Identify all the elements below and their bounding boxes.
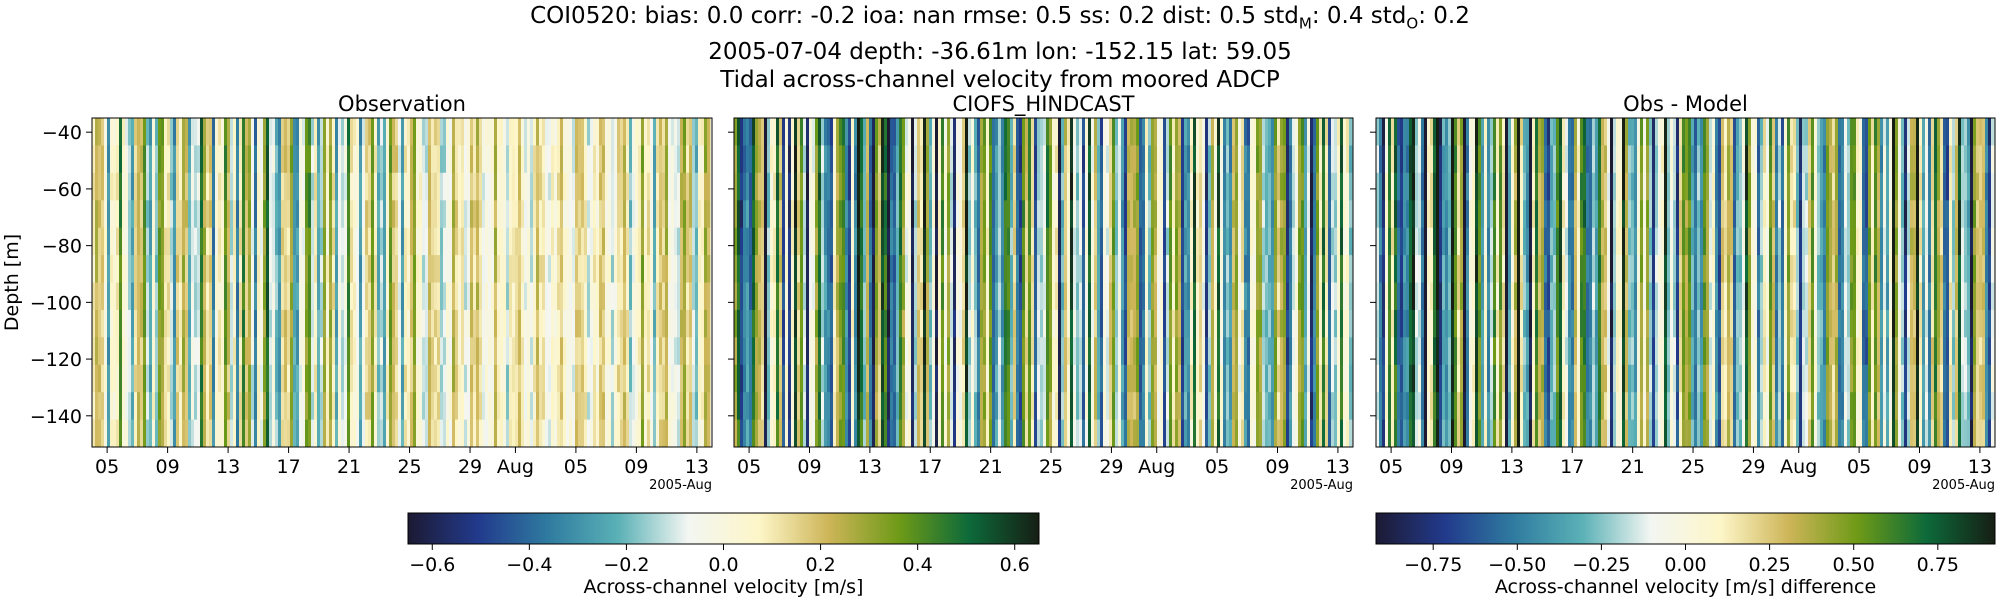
- axes-frame-1: [91, 117, 713, 448]
- colorbar-tick-label: 0.75: [1917, 554, 1959, 576]
- colorbar-1: [407, 512, 1040, 550]
- x-tick-label: 09: [1439, 456, 1463, 478]
- y-tick-label: −100: [30, 292, 82, 314]
- x-tick-label: 05: [1205, 456, 1229, 478]
- x-tick-label: 21: [1621, 456, 1645, 478]
- axes-frame-3: [1375, 117, 1996, 448]
- colorbar-tick-label: −0.50: [1488, 554, 1546, 576]
- panel-1: [86, 117, 713, 453]
- x-tick-label: 13: [1968, 456, 1992, 478]
- y-axis-label: Depth [m]: [1, 234, 23, 331]
- x-offset-label: 2005-Aug: [1932, 478, 1995, 493]
- axes-frame-2: [733, 117, 1354, 448]
- x-tick-label: Aug: [497, 456, 534, 478]
- metrics-suffix: : 0.2: [1418, 3, 1470, 29]
- x-tick-label: Aug: [1138, 456, 1175, 478]
- x-tick-label: 17: [918, 456, 942, 478]
- x-tick-label: 29: [1741, 456, 1765, 478]
- description-title: Tidal across-channel velocity from moore…: [720, 66, 1280, 93]
- panel-title-3: Obs - Model: [1623, 92, 1748, 116]
- panel-2: [728, 117, 1354, 453]
- std-obs-subscript: O: [1406, 14, 1419, 33]
- x-tick-label: Aug: [1780, 456, 1817, 478]
- y-tick-label: −40: [42, 122, 82, 144]
- colorbar-tick-label: −0.6: [409, 554, 455, 576]
- x-tick-label: 09: [156, 456, 180, 478]
- x-tick-label: 25: [397, 456, 421, 478]
- x-tick-label: 09: [1265, 456, 1289, 478]
- x-tick-label: 17: [1560, 456, 1584, 478]
- colorbar-2: [1375, 512, 1996, 550]
- y-tick-label: −60: [42, 179, 82, 201]
- heatmap-field-3: [1376, 118, 1995, 448]
- x-tick-label: 25: [1039, 456, 1063, 478]
- colorbar-tick-label: 0.50: [1833, 554, 1875, 576]
- x-tick-label: 05: [1379, 456, 1403, 478]
- x-tick-label: 29: [1099, 456, 1123, 478]
- colorbar-tick-label: 0.0: [708, 554, 738, 576]
- x-tick-label: 29: [458, 456, 482, 478]
- x-tick-label: 05: [737, 456, 761, 478]
- colorbar-tick-label: −0.25: [1572, 554, 1630, 576]
- heatmap-field-1: [92, 118, 711, 448]
- colorbar-tick-label: 0.6: [1000, 554, 1030, 576]
- x-tick-label: 05: [95, 456, 119, 478]
- colorbar-tick-label: 0.25: [1748, 554, 1790, 576]
- colorbar-tick-label: 0.4: [903, 554, 933, 576]
- colorbar-tick-label: −0.2: [603, 554, 649, 576]
- x-tick-label: 05: [1847, 456, 1871, 478]
- x-tick-label: 17: [276, 456, 300, 478]
- y-tick-label: −140: [30, 406, 82, 428]
- x-tick-label: 21: [979, 456, 1003, 478]
- panel-title-2: CIOFS_HINDCAST: [953, 92, 1135, 117]
- x-tick-label: 09: [797, 456, 821, 478]
- y-tick-label: −80: [42, 236, 82, 258]
- y-tick-label: −120: [30, 349, 82, 371]
- x-tick-label: 25: [1681, 456, 1705, 478]
- x-tick-label: 13: [1326, 456, 1350, 478]
- x-tick-label: 05: [564, 456, 588, 478]
- x-tick-label: 13: [685, 456, 709, 478]
- info-title: 2005-07-04 depth: -36.61m lon: -152.15 l…: [708, 38, 1292, 65]
- x-offset-label: 2005-Aug: [649, 478, 712, 493]
- colorbar-tick-label: 0.00: [1664, 554, 1706, 576]
- colorbar-gradient-2: [1375, 512, 1996, 545]
- colorbar-tick-label: 0.2: [805, 554, 835, 576]
- x-tick-label: 13: [216, 456, 240, 478]
- colorbar-label-2: Across-channel velocity [m/s] difference: [1495, 576, 1876, 598]
- x-tick-label: 21: [337, 456, 361, 478]
- colorbar-gradient-1: [407, 512, 1040, 545]
- colorbar-tick-label: −0.75: [1404, 554, 1462, 576]
- heatmap-field-2: [734, 118, 1353, 448]
- figure-titles: COI0520: bias: 0.0 corr: -0.2 ioa: nan r…: [0, 2, 2000, 94]
- panel-title-1: Observation: [338, 92, 466, 116]
- std-model-subscript: M: [1298, 14, 1312, 33]
- colorbar-tick-label: −0.4: [506, 554, 552, 576]
- x-tick-label: 13: [1500, 456, 1524, 478]
- x-tick-label: 09: [1907, 456, 1931, 478]
- metrics-mid: : 0.4 std: [1311, 3, 1407, 29]
- x-tick-label: 13: [858, 456, 882, 478]
- panel-3: [1370, 117, 1996, 453]
- x-tick-label: 09: [624, 456, 648, 478]
- metrics-title: COI0520: bias: 0.0 corr: -0.2 ioa: nan r…: [0, 2, 2000, 38]
- colorbar-label-1: Across-channel velocity [m/s]: [584, 576, 864, 598]
- x-offset-label: 2005-Aug: [1290, 478, 1353, 493]
- metrics-prefix: COI0520: bias: 0.0 corr: -0.2 ioa: nan r…: [530, 3, 1299, 29]
